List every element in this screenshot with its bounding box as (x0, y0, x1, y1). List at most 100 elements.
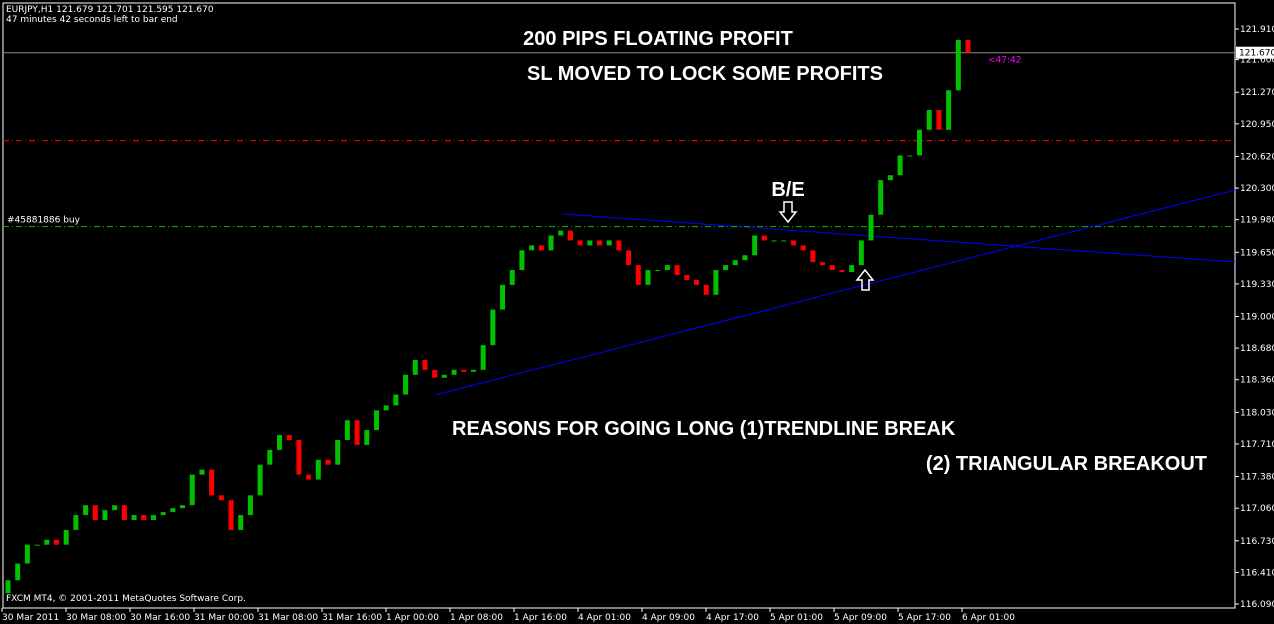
candle-body (53, 539, 59, 545)
candle-body (34, 544, 40, 546)
candle-body (325, 459, 331, 465)
candle-body (790, 240, 796, 246)
candle-body (257, 464, 263, 496)
candle-body (868, 214, 874, 241)
candle-body (15, 563, 21, 581)
y-tick-label: 119.330 (1240, 280, 1274, 290)
y-tick-label: 116.730 (1240, 537, 1274, 547)
candle-body (121, 505, 127, 521)
x-tick-label: 4 Apr 17:00 (706, 613, 759, 623)
trendline-upper (562, 213, 1236, 263)
candle-body (858, 240, 864, 266)
y-tick-label: 120.620 (1240, 152, 1274, 162)
candle-body (24, 544, 30, 564)
x-tick-label: 30 Mar 16:00 (130, 613, 190, 623)
candle-body (800, 245, 806, 251)
candle-body (170, 508, 176, 513)
candle-body (296, 439, 302, 475)
y-tick-label: 116.090 (1240, 600, 1274, 610)
candle-body (606, 240, 612, 246)
candle-body (558, 230, 564, 236)
candle-body (480, 345, 486, 370)
candle-body (577, 240, 583, 246)
y-tick-label: 117.710 (1240, 440, 1274, 450)
candle-body (878, 180, 884, 215)
candle-body (286, 435, 292, 440)
candle-body (946, 90, 952, 130)
candle-body (597, 240, 603, 246)
candle-body (849, 265, 855, 273)
x-tick-label: 31 Mar 00:00 (194, 613, 254, 623)
x-tick-label: 30 Mar 08:00 (66, 613, 126, 623)
candle-body (141, 515, 147, 521)
x-tick-label: 6 Apr 01:00 (962, 613, 1015, 623)
y-tick-label: 121.910 (1240, 25, 1274, 35)
candle-body (626, 250, 632, 266)
candle-body (538, 245, 544, 251)
candle-body (470, 369, 476, 372)
candle-body (509, 270, 515, 285)
plot-frame (2, 2, 1236, 609)
candle-body (917, 129, 923, 156)
candle-body (160, 512, 166, 516)
candle-body (5, 580, 11, 594)
candle-body (422, 359, 428, 370)
candle-body (742, 255, 748, 261)
candle-body (102, 510, 108, 521)
x-tick-label: 5 Apr 09:00 (834, 613, 887, 623)
annotation: REASONS FOR GOING LONG (1)TRENDLINE BREA… (452, 418, 956, 440)
candle-body (965, 39, 971, 53)
candle-body (761, 235, 767, 241)
candle-body (432, 369, 438, 378)
candle-body (693, 279, 699, 285)
y-tick-label: 116.410 (1240, 568, 1274, 578)
annotation: 200 PIPS FLOATING PROFIT (523, 28, 793, 50)
y-tick-label: 119.650 (1240, 248, 1274, 258)
candle-body (616, 240, 622, 251)
chart-title: EURJPY,H1 121.679 121.701 121.595 121.67… (6, 5, 214, 15)
candle-body (519, 250, 525, 271)
x-tick-label: 1 Apr 16:00 (514, 613, 567, 623)
candle-body (887, 175, 893, 181)
timer-label: <47:42 (988, 56, 1021, 66)
candle-body (771, 240, 777, 242)
candle-body (354, 420, 360, 445)
arrow-down (778, 201, 798, 224)
candle-body (907, 155, 913, 157)
candle-body (926, 110, 932, 130)
order-label: #45881886 buy (7, 216, 81, 226)
candle-body (655, 270, 661, 272)
candle-body (936, 110, 942, 130)
x-tick-label: 5 Apr 17:00 (898, 613, 951, 623)
y-tick-label: 121.600 (1240, 56, 1274, 66)
candle-body (820, 262, 826, 266)
candle-body (839, 270, 845, 273)
candle-body (335, 439, 341, 465)
candle-body (451, 369, 457, 375)
candle-body (829, 265, 835, 271)
candle-body (180, 505, 186, 509)
candle-body (587, 240, 593, 246)
y-tick-label: 118.680 (1240, 344, 1274, 354)
candle-body (490, 309, 496, 346)
x-tick-label: 4 Apr 01:00 (578, 613, 631, 623)
candle-body (529, 245, 535, 251)
candle-body (645, 270, 651, 285)
candle-body (238, 515, 244, 530)
candle-body (500, 284, 506, 310)
y-tick-label: 117.380 (1240, 473, 1274, 483)
candle-body (228, 500, 234, 530)
candle-body (44, 539, 50, 545)
candle-body (83, 505, 89, 516)
candle-body (955, 39, 961, 91)
current-price-box (1236, 46, 1274, 59)
candle-body (247, 495, 253, 516)
y-tick-label: 117.060 (1240, 504, 1274, 514)
plot-layer: 121.910 121.600 121.270 120.950 120.620 120.3… (1, 25, 1274, 623)
candle-body (897, 155, 903, 176)
candle-body (209, 469, 215, 496)
candle-body (189, 474, 195, 506)
candle-body (92, 505, 98, 521)
